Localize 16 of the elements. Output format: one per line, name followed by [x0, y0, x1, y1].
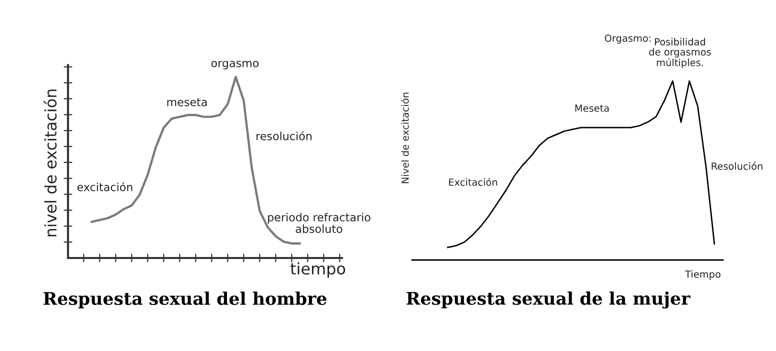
text: Posibilidad de orgasmos múltiples. [649, 38, 711, 68]
text: Orgasmo: [604, 34, 651, 44]
x-axis-title: tiempo [290, 262, 346, 278]
text: Respuesta sexual de la mujer [406, 291, 690, 309]
annotation: Meseta [575, 104, 609, 112]
annotation: periodo refractario absoluto [268, 212, 370, 234]
annotation: resolución [256, 131, 312, 140]
annotation: excitación [77, 182, 132, 192]
text: orgasmo [211, 60, 259, 70]
y-axis-title: nivel de excitación [44, 90, 57, 236]
annotation: meseta [167, 98, 207, 106]
x-axis-title: Tiempo [685, 270, 720, 280]
annotation: Excitación [449, 178, 498, 186]
annotation: Resolución [712, 162, 762, 170]
y-axis-title: Nivel de excitación [400, 92, 409, 184]
text: Respuesta sexual del hombre [44, 292, 326, 308]
